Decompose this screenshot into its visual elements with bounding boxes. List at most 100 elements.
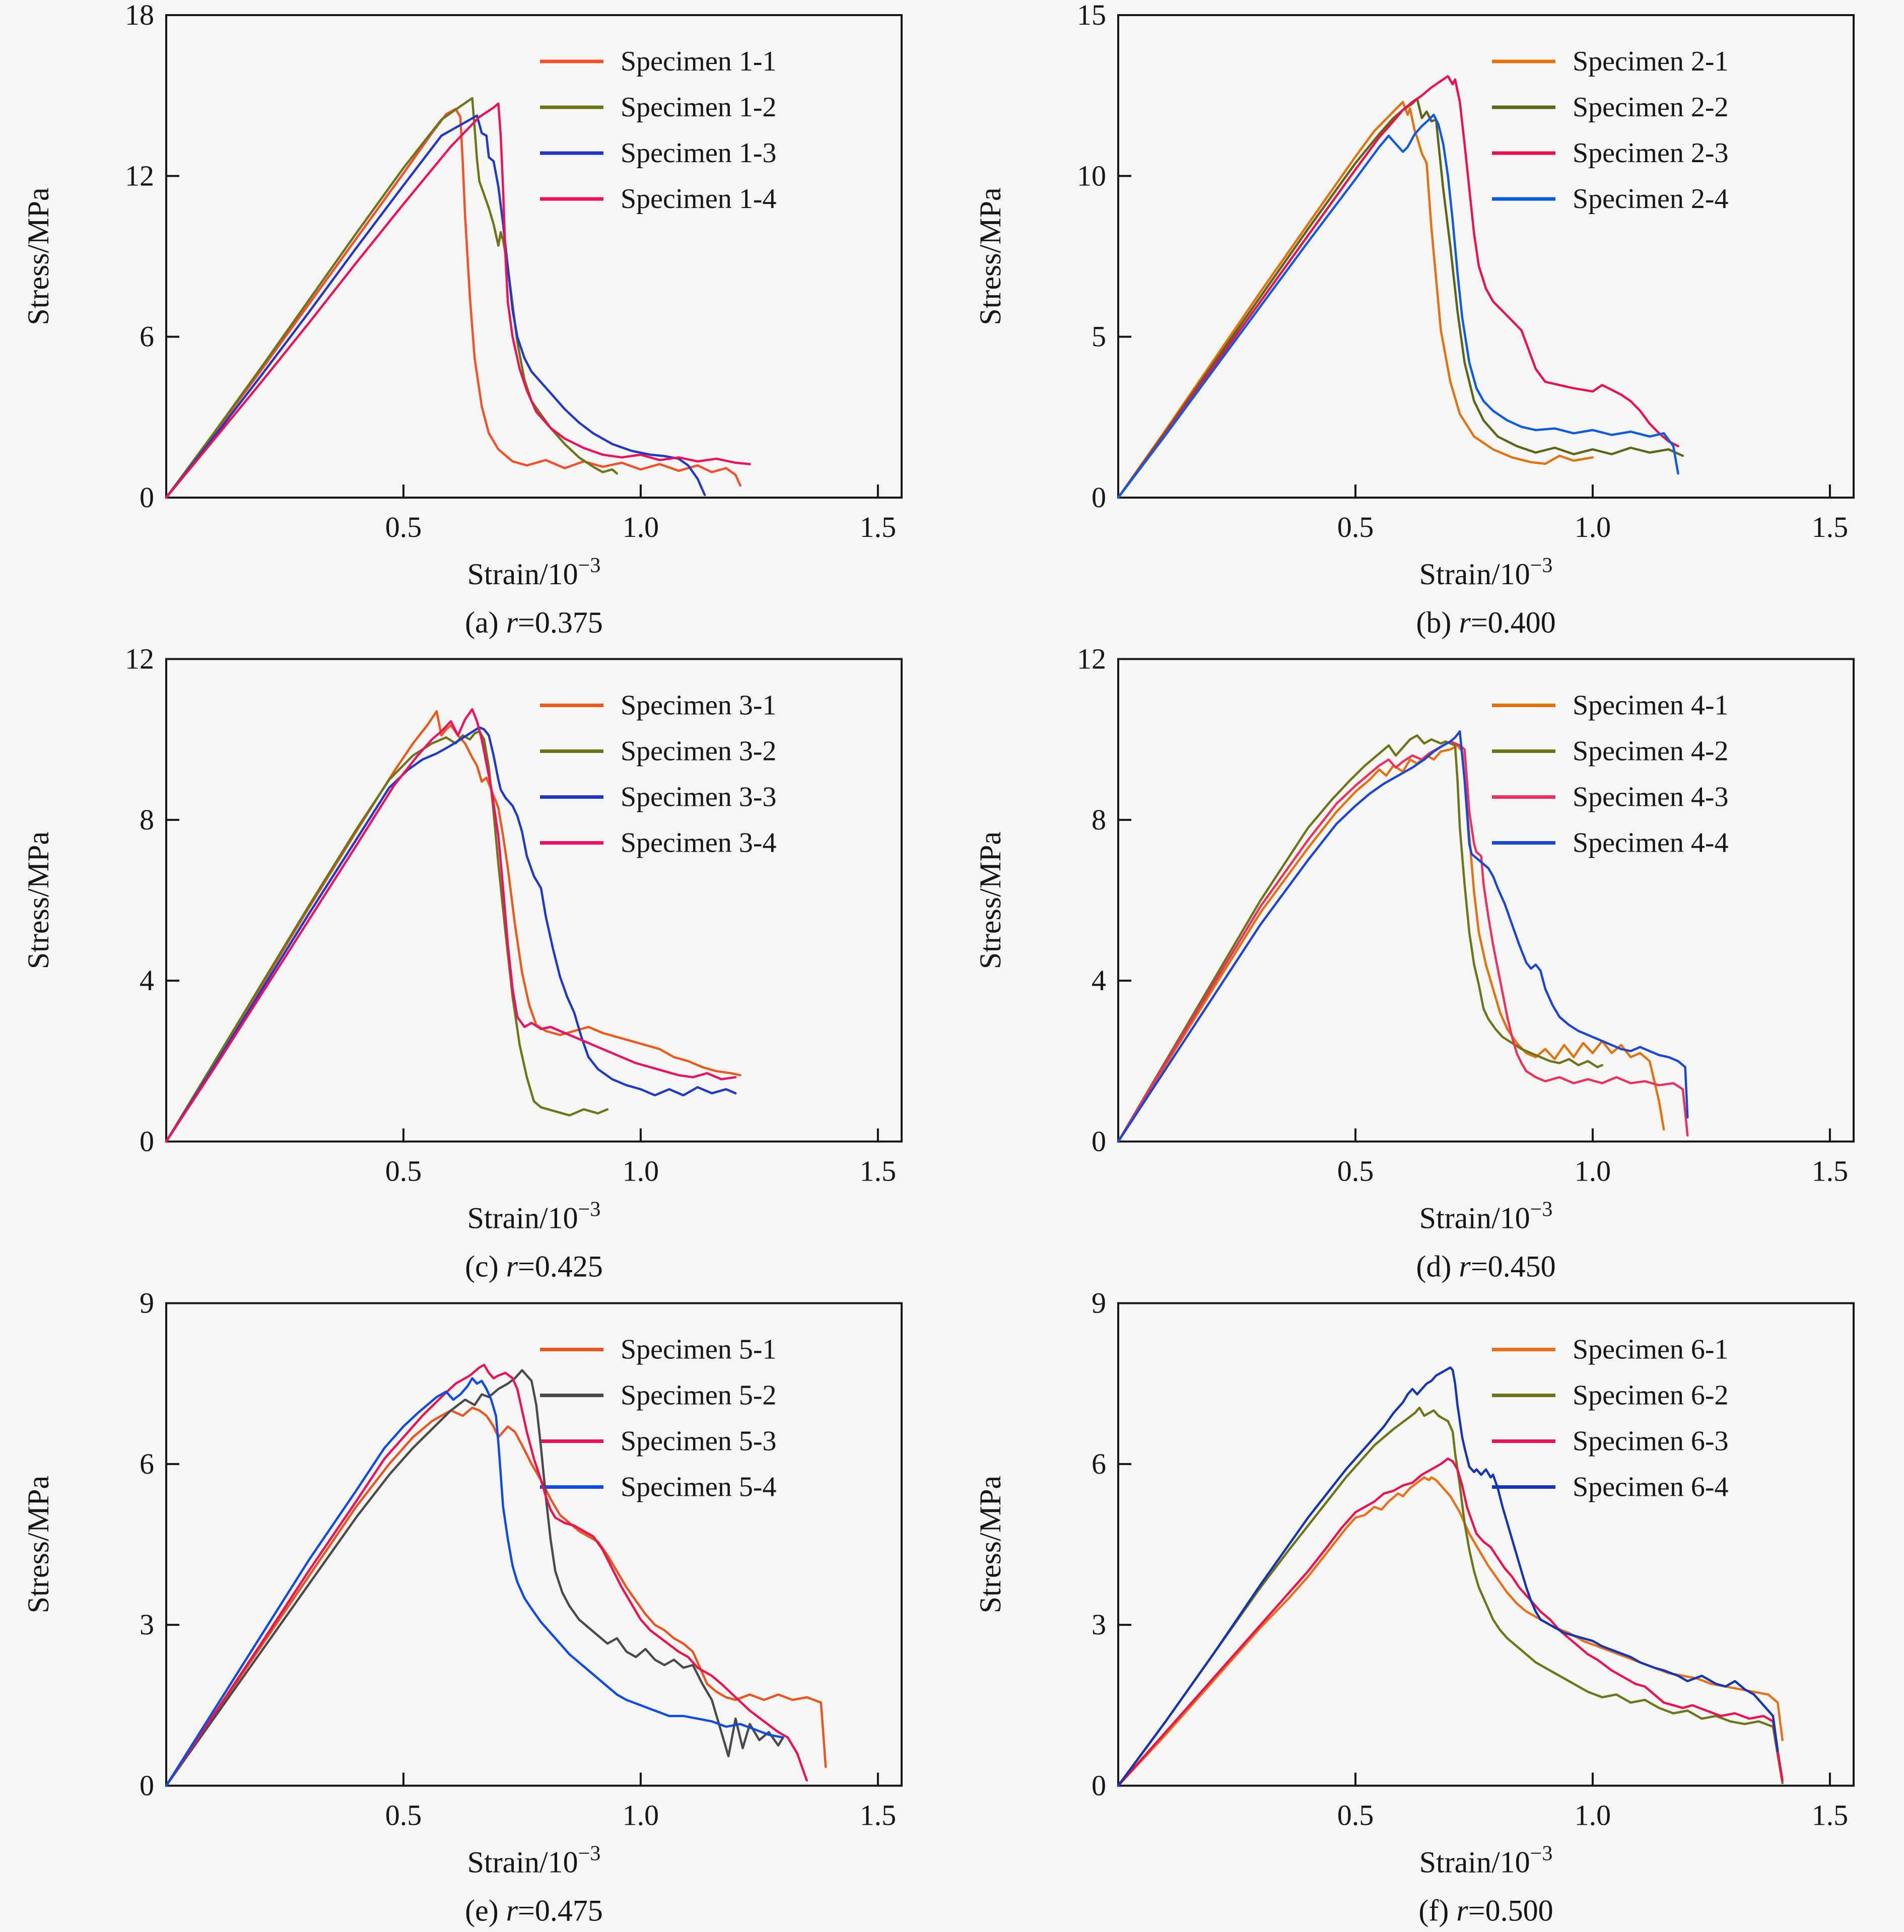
x-tick-label: 1.5: [1812, 1799, 1849, 1832]
plot-frame: [1117, 1302, 1855, 1787]
panel-caption: (d) r=0.450: [1416, 1250, 1555, 1283]
x-tick-label: 0.5: [1337, 1155, 1374, 1188]
legend-label: Specimen 2-1: [1573, 46, 1728, 77]
x-axis-label: Strain/10−3: [1419, 1842, 1553, 1879]
y-tick-label: 3: [140, 1608, 154, 1641]
plot-frame: [1117, 14, 1855, 499]
legend-label: Specimen 6-1: [1573, 1334, 1728, 1365]
curve-specimen-1-4: [165, 102, 751, 499]
x-tick-label: 1.5: [860, 511, 897, 543]
y-tick-label: 18: [125, 0, 154, 31]
x-axis-label: Strain/10−3: [467, 554, 601, 591]
chart-d: 0 4 8 12 0.5 1.0 1.5 Stress/MPa Strain/10−3 (d) r…: [974, 644, 1855, 1283]
curve-specimen-4-4: [1117, 730, 1689, 1143]
panel-e: 0 3 6 9 0.5 1.0 1.5 Stress/MPa Strain/10−3 (e) r=…: [0, 1288, 952, 1932]
curve-specimen-3-4: [165, 708, 737, 1143]
legend-label: Specimen 2-2: [1573, 92, 1728, 123]
x-tick-label: 1.5: [860, 1155, 897, 1188]
curve-specimen-2-2: [1117, 97, 1684, 499]
x-tick-label: 1.0: [1575, 1155, 1611, 1188]
legend-label: Specimen 1-4: [621, 183, 776, 215]
legend-label: Specimen 4-3: [1573, 782, 1728, 813]
curve-specimen-6-4: [1117, 1366, 1779, 1787]
x-tick-label: 1.0: [1575, 511, 1611, 543]
chart-f: 0 3 6 9 0.5 1.0 1.5 Stress/MPa Strain/10−3 (f) r=…: [974, 1288, 1855, 1927]
x-axis-label: Strain/10−3: [467, 1842, 601, 1879]
panel-c: 0 4 8 12 0.5 1.0 1.5 Stress/MPa Strain/10−3 (c) r…: [0, 644, 952, 1288]
panel-caption: (f) r=0.500: [1418, 1894, 1553, 1927]
y-axis-label: Stress/MPa: [974, 187, 1007, 325]
curve-specimen-1-2: [165, 97, 619, 499]
legend-label: Specimen 6-4: [1573, 1472, 1728, 1503]
curve-specimen-6-2: [1117, 1406, 1784, 1787]
curve-specimen-2-4: [1117, 113, 1679, 499]
plot-frame: [1117, 658, 1855, 1143]
y-tick-label: 12: [125, 644, 154, 675]
curve-specimen-1-3: [165, 114, 706, 499]
y-tick-label: 6: [140, 320, 154, 353]
curve-specimen-6-1: [1117, 1476, 1784, 1787]
x-tick-label: 1.5: [1812, 1155, 1849, 1188]
legend-label: Specimen 4-1: [1573, 690, 1728, 721]
legend-label: Specimen 4-4: [1573, 827, 1728, 859]
y-tick-label: 6: [1092, 1447, 1106, 1480]
y-tick-label: 0: [140, 1125, 154, 1158]
y-tick-label: 12: [125, 159, 154, 192]
y-tick-label: 12: [1077, 644, 1106, 675]
plot-frame: [165, 14, 903, 499]
legend-label: Specimen 1-2: [621, 92, 776, 123]
y-axis-label: Stress/MPa: [22, 187, 55, 325]
legend-label: Specimen 3-2: [621, 736, 776, 767]
y-tick-label: 0: [1092, 1769, 1106, 1802]
chart-b: 0 5 10 15 0.5 1.0 1.5 Stress/MPa Strain/10−3 (b) …: [974, 0, 1855, 639]
curve-specimen-5-4: [165, 1377, 784, 1787]
legend-label: Specimen 2-3: [1573, 137, 1728, 169]
x-tick-label: 0.5: [1337, 511, 1374, 543]
plot-frame: [165, 1302, 903, 1787]
plot-frame: [165, 658, 903, 1143]
y-axis-label: Stress/MPa: [974, 832, 1007, 969]
panel-caption: (a) r=0.375: [465, 606, 603, 639]
x-axis-label: Strain/10−3: [1419, 554, 1553, 591]
curve-specimen-3-3: [165, 726, 737, 1143]
legend-label: Specimen 1-3: [621, 137, 776, 169]
y-tick-label: 15: [1077, 0, 1106, 31]
y-tick-label: 0: [1092, 481, 1106, 514]
curve-specimen-4-3: [1117, 740, 1689, 1143]
y-tick-label: 4: [140, 964, 154, 997]
y-tick-label: 10: [1077, 159, 1106, 192]
curve-specimen-6-3: [1117, 1457, 1784, 1787]
chart-a: 0 6 12 18 0.5 1.0 1.5 Stress/MPa Strain/10−3 (a) …: [22, 0, 903, 639]
curve-specimen-2-1: [1117, 101, 1594, 499]
y-axis-label: Stress/MPa: [974, 1476, 1007, 1613]
legend-label: Specimen 6-2: [1573, 1380, 1728, 1411]
panel-a: 0 6 12 18 0.5 1.0 1.5 Stress/MPa Strain/10−3 (a) …: [0, 0, 952, 644]
y-tick-label: 0: [140, 481, 154, 514]
y-tick-label: 9: [1092, 1288, 1106, 1320]
x-tick-label: 1.0: [623, 1799, 659, 1832]
legend-label: Specimen 5-3: [621, 1426, 776, 1457]
y-tick-label: 3: [1092, 1608, 1106, 1641]
curve-specimen-3-2: [165, 730, 609, 1143]
x-tick-label: 0.5: [385, 1799, 422, 1832]
curve-specimen-3-1: [165, 710, 741, 1143]
legend-label: Specimen 3-3: [621, 782, 776, 813]
panel-d: 0 4 8 12 0.5 1.0 1.5 Stress/MPa Strain/10−3 (d) r…: [952, 644, 1904, 1288]
panel-b: 0 5 10 15 0.5 1.0 1.5 Stress/MPa Strain/10−3 (b) …: [952, 0, 1904, 644]
y-tick-label: 4: [1092, 964, 1106, 997]
legend-label: Specimen 5-2: [621, 1380, 776, 1411]
y-tick-label: 9: [140, 1288, 154, 1320]
y-tick-label: 0: [140, 1769, 154, 1802]
y-tick-label: 0: [1092, 1125, 1106, 1158]
x-tick-label: 1.5: [860, 1799, 897, 1832]
y-axis-label: Stress/MPa: [22, 832, 55, 969]
curve-specimen-2-3: [1117, 75, 1679, 499]
curve-specimen-4-2: [1117, 734, 1604, 1143]
curve-specimen-5-3: [165, 1363, 808, 1787]
y-tick-label: 8: [1092, 803, 1106, 836]
chart-c: 0 4 8 12 0.5 1.0 1.5 Stress/MPa Strain/10−3 (c) r…: [22, 644, 903, 1283]
legend-label: Specimen 5-1: [621, 1334, 776, 1365]
x-tick-label: 1.5: [1812, 511, 1849, 543]
x-tick-label: 1.0: [1575, 1799, 1611, 1832]
